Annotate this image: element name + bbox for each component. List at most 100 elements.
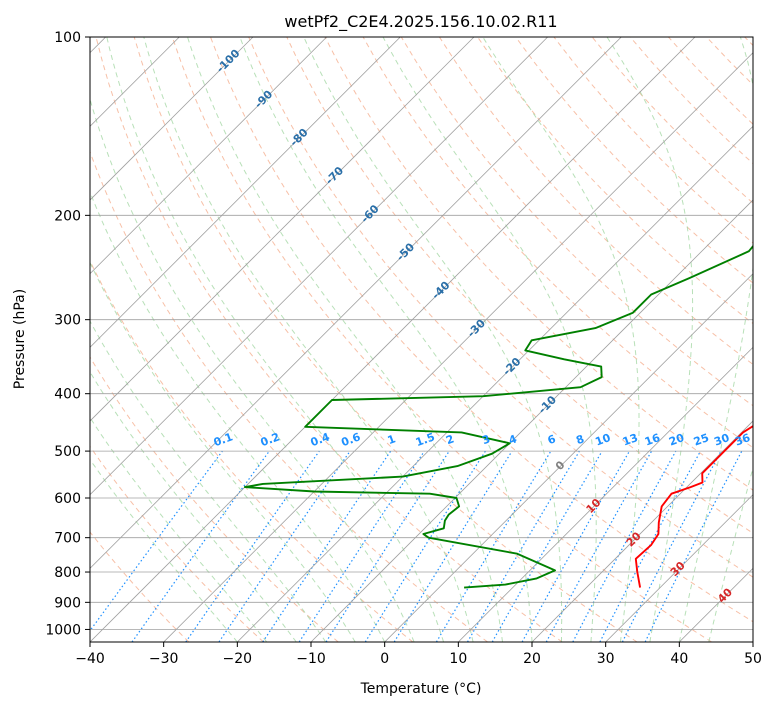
x-tick-label: −40 <box>75 651 105 667</box>
mixing-ratio-line <box>90 450 223 632</box>
dry-adiabat <box>515 37 753 284</box>
isotherm-label: 30 <box>668 559 688 579</box>
isotherm-line <box>384 273 753 642</box>
x-tick-label: 20 <box>523 651 541 667</box>
isotherm-line <box>90 37 696 642</box>
moist-adiabat <box>143 37 474 642</box>
moist-adiabat <box>382 37 597 642</box>
dewpoint-profile <box>243 244 753 589</box>
dry-adiabat <box>90 356 339 642</box>
isotherm-line <box>531 420 753 642</box>
mixing-ratio-label: 10 <box>593 431 612 449</box>
isotherm-label: -50 <box>394 240 417 263</box>
overlay-labels: -100-90-80-70-60-50-40-30-20-10010203040… <box>212 47 753 606</box>
moist-adiabat <box>482 37 640 642</box>
x-tick-label: 0 <box>380 651 389 667</box>
mixing-ratio-line <box>466 450 580 642</box>
isotherm-line <box>90 37 254 201</box>
isotherm-line <box>90 37 475 422</box>
x-tick-label: −10 <box>296 651 326 667</box>
isotherm-label: -100 <box>214 47 243 76</box>
moist-adiabat <box>90 370 297 642</box>
mixing-ratio-line <box>218 450 351 642</box>
x-tick-label: −20 <box>223 651 253 667</box>
moist-adiabat <box>303 37 563 642</box>
moist-adiabat <box>606 37 694 642</box>
x-tick-label: −30 <box>149 651 179 667</box>
isotherm-line <box>163 52 753 642</box>
dry-adiabat <box>248 37 753 578</box>
isotherm-line <box>90 37 401 348</box>
dry-adiabat <box>400 37 753 407</box>
isotherm-line <box>605 494 753 642</box>
isotherm-line <box>90 37 548 496</box>
mixing-ratio-label: 13 <box>621 431 640 448</box>
dry-adiabat <box>210 37 753 623</box>
mixing-ratio-line <box>364 450 486 642</box>
isotherm-line <box>679 567 753 642</box>
mixing-ratio-label: 20 <box>667 431 686 449</box>
mixing-ratio-label: 3 <box>480 432 492 447</box>
mixing-ratio-label: 1.5 <box>414 430 437 449</box>
isotherm-label: 10 <box>584 496 604 516</box>
mixing-ratio-label: 0.2 <box>259 430 282 449</box>
dry-adiabat <box>90 531 190 642</box>
dry-adiabat <box>90 445 264 642</box>
moist-adiabat <box>678 37 753 642</box>
isotherm-label: -10 <box>536 393 559 416</box>
isotherm-label: -30 <box>465 317 488 340</box>
plot-area <box>90 37 753 642</box>
mixing-ratio-label: 16 <box>643 431 662 449</box>
isotherm-label: 20 <box>624 529 644 549</box>
isotherm-line <box>90 37 622 569</box>
chart-title: wetPf2_C2E4.2025.156.10.02.R11 <box>284 12 557 32</box>
mixing-ratio-label: 2 <box>444 432 456 447</box>
moist-adiabat <box>187 37 503 642</box>
isotherm-line <box>310 199 753 642</box>
mixing-ratio-label: 4 <box>507 432 519 447</box>
y-tick-label: 700 <box>54 531 81 547</box>
y-tick-label: 1000 <box>45 622 81 638</box>
y-tick-label: 900 <box>54 595 81 611</box>
moist-adiabat <box>90 261 356 642</box>
mixing-ratio-line <box>572 450 677 642</box>
y-tick-label: 100 <box>54 30 81 46</box>
mixing-ratio-line <box>521 450 631 642</box>
moist-adiabat <box>90 320 327 642</box>
isotherm-line <box>90 37 327 275</box>
mixing-ratio-line <box>325 450 450 642</box>
temperature-profile <box>634 425 753 588</box>
x-tick-label: 10 <box>449 651 467 667</box>
dry-adiabat <box>706 37 753 86</box>
y-tick-label: 500 <box>54 444 81 460</box>
dry-adiabat <box>133 37 638 642</box>
isotherm-line <box>752 641 753 642</box>
x-tick-label: 40 <box>670 651 688 667</box>
moist-adiabat <box>239 37 533 642</box>
mixing-ratio-label: 0.6 <box>340 430 363 449</box>
isotherm-label: -70 <box>323 164 346 187</box>
mixing-ratio-label: 30 <box>712 431 731 449</box>
mixing-ratio-label: 6 <box>546 432 558 447</box>
dry-adiabat <box>95 37 563 642</box>
isotherm-label: -40 <box>429 278 452 301</box>
x-tick-label: 30 <box>597 651 615 667</box>
isotherm-label: 0 <box>553 458 568 473</box>
y-tick-label: 300 <box>54 313 81 329</box>
mixing-ratio-label: 0.4 <box>309 430 332 449</box>
mixing-ratio-label: 1 <box>386 432 398 447</box>
dry-adiabat <box>438 37 753 366</box>
mixing-ratio-line <box>298 450 425 642</box>
y-tick-label: 400 <box>54 387 81 403</box>
x-tick-label: 50 <box>744 651 762 667</box>
mixing-ratio-line <box>185 450 320 642</box>
plot-frame <box>89 36 754 643</box>
moist-adiabat <box>90 97 415 642</box>
moist-adiabat <box>90 190 386 642</box>
isotherm-label: -90 <box>252 87 275 110</box>
moist-adiabat <box>90 458 238 642</box>
mixing-ratio-label: 25 <box>692 431 711 448</box>
isotherm-label: -20 <box>500 355 523 378</box>
y-tick-label: 600 <box>54 491 81 507</box>
dry-adiabat <box>591 37 753 204</box>
